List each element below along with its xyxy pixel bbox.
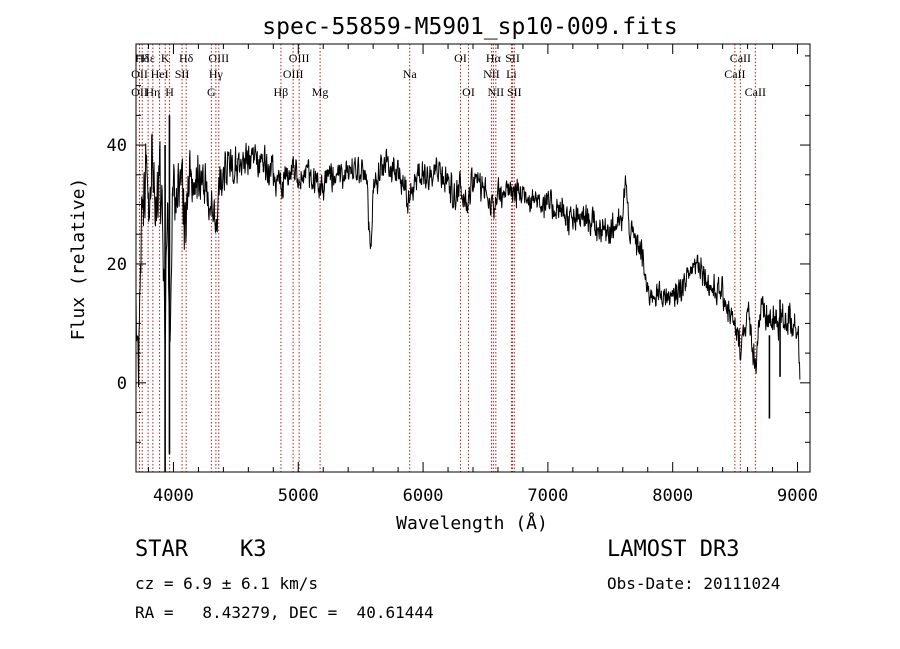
y-tick-label-0: 0 bbox=[117, 374, 127, 394]
spectral-line-markers bbox=[138, 44, 756, 472]
line-label-24: Li bbox=[506, 67, 517, 81]
line-label-19: OI bbox=[462, 85, 475, 99]
line-label-7: H bbox=[165, 85, 174, 99]
line-label-18: OI bbox=[454, 51, 467, 65]
line-label-9: Hδ bbox=[179, 51, 194, 65]
line-label-11: Hγ bbox=[209, 67, 224, 81]
line-label-0: Hδ bbox=[135, 51, 150, 65]
object-class: STAR bbox=[135, 537, 188, 562]
line-label-1: OII bbox=[131, 67, 148, 81]
line-label-25: SII bbox=[507, 85, 522, 99]
x-tick-label-4: 8000 bbox=[652, 486, 693, 506]
line-label-10: OIII bbox=[208, 51, 229, 65]
y-axis-tick-labels: 0 20 40 bbox=[107, 136, 127, 394]
chart-title: spec-55859-M5901_sp10-009.fits bbox=[262, 14, 677, 40]
spectrum-series-line bbox=[135, 133, 801, 388]
line-label-4: Hη bbox=[145, 85, 160, 99]
line-label-17: Na bbox=[403, 67, 418, 81]
object-subclass: K3 bbox=[240, 537, 267, 562]
line-label-2: OII bbox=[131, 85, 148, 99]
x-tick-label-2: 6000 bbox=[403, 486, 444, 506]
ra-dec-coordinates: RA = 8.43279, DEC = 40.61444 bbox=[135, 603, 434, 622]
x-tick-label-0: 4000 bbox=[153, 486, 194, 506]
x-axis-ticks bbox=[147, 44, 799, 472]
line-label-14: OIII bbox=[289, 51, 310, 65]
x-axis-tick-labels: 4000 5000 6000 7000 8000 9000 bbox=[153, 486, 818, 506]
line-label-13: Hβ bbox=[274, 85, 289, 99]
survey-name: LAMOST DR3 bbox=[607, 537, 740, 562]
y-axis-ticks bbox=[136, 55, 810, 473]
line-label-15: OIII bbox=[283, 67, 304, 81]
line-label-22: NII bbox=[488, 85, 505, 99]
x-tick-label-3: 7000 bbox=[527, 486, 568, 506]
plot-frame bbox=[135, 43, 811, 473]
y-tick-label-1: 20 bbox=[107, 255, 127, 275]
line-label-5: HeI bbox=[151, 67, 169, 81]
line-label-27: CaII bbox=[724, 67, 745, 81]
observation-date: Obs-Date: 20111024 bbox=[607, 574, 781, 593]
line-label-16: Mg bbox=[312, 85, 329, 99]
line-label-23: SII bbox=[505, 51, 520, 65]
line-label-28: CaII bbox=[745, 85, 766, 99]
line-label-6: K bbox=[161, 51, 170, 65]
x-tick-label-1: 5000 bbox=[278, 486, 319, 506]
line-label-8: SII bbox=[175, 67, 190, 81]
y-tick-label-2: 40 bbox=[107, 136, 127, 156]
x-axis-label: Wavelength (Å) bbox=[396, 512, 548, 534]
line-label-20: Hα bbox=[486, 51, 502, 65]
x-tick-label-5: 9000 bbox=[777, 486, 818, 506]
line-label-3: Hε bbox=[141, 51, 155, 65]
y-axis-label: Flux (relative) bbox=[68, 178, 89, 341]
absorption-spikes bbox=[164, 115, 781, 472]
line-label-26: CaII bbox=[730, 51, 751, 65]
line-label-21: NII bbox=[483, 67, 500, 81]
line-label-12: G bbox=[207, 85, 216, 99]
redshift-velocity: cz = 6.9 ± 6.1 km/s bbox=[135, 574, 319, 593]
